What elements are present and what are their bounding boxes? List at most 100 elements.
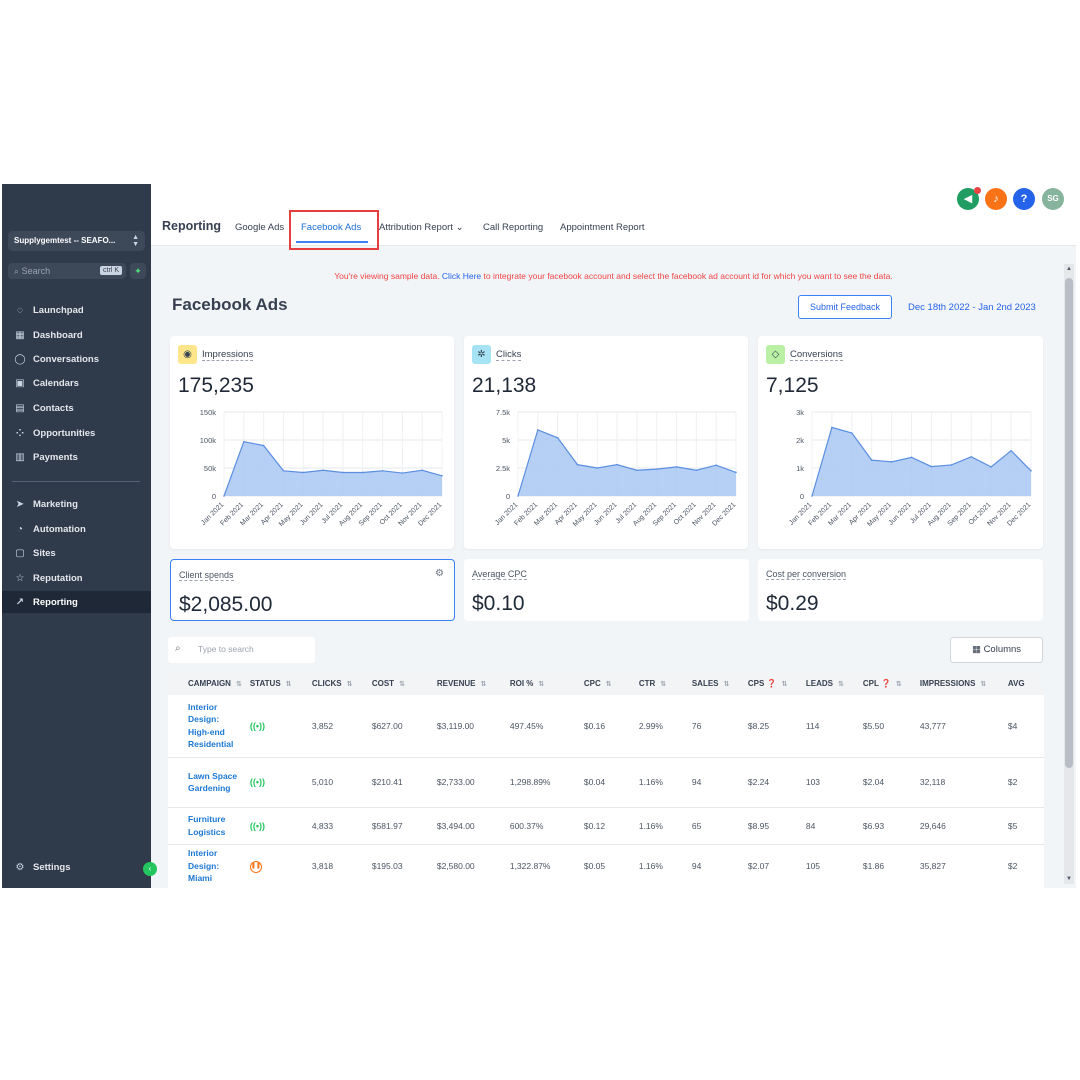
tab-call-reporting[interactable]: Call Reporting [483,222,544,233]
col-ctr[interactable]: CTR ⇅ [634,671,688,695]
tab-facebook-ads[interactable]: Facebook Ads [301,222,362,233]
contacts-icon: ▤ [15,402,25,414]
cell-cost: $210.41 [367,757,433,808]
header-label: COST [371,678,395,688]
top-bar: Reporting Google Ads Facebook Ads Attrib… [151,184,1076,250]
quick-action-button[interactable]: ✦ [130,263,146,279]
date-range-picker[interactable]: Dec 18th 2022 - Jan 2nd 2023 [908,302,1036,313]
tab-attribution-report[interactable]: Attribution Report ⌄ [379,222,464,233]
data-point [910,456,913,459]
col-cost[interactable]: COST ⇅ [367,671,433,695]
sidebar-item-sites[interactable]: ▢ Sites [2,542,151,564]
scrollbar-thumb[interactable] [1065,278,1073,768]
client-spends-card[interactable]: Client spends ⚙ $2,085.00 [170,559,455,621]
sidebar-item-marketing[interactable]: ➤ Marketing [2,493,151,515]
sidebar-item-reporting[interactable]: ↗ Reporting [2,591,151,613]
bell-icon[interactable]: ♪ [985,188,1007,210]
scroll-down-icon[interactable]: ▼ [1066,876,1072,882]
y-tick-label: 7.5k [496,408,510,417]
data-point [1010,449,1012,452]
campaign-link[interactable]: Interior Design: Miami [168,844,246,888]
impressions-label: Impressions [202,348,254,361]
help-icon[interactable]: ? [1013,188,1035,210]
sidebar-search[interactable]: ⌕ Search ctrl K [8,263,126,279]
col-campaign[interactable]: CAMPAIGN ⇅ [168,671,246,695]
campaign-link[interactable]: Interior Design: High-end Residential [168,695,246,758]
gear-icon[interactable]: ⚙ [435,568,444,579]
table-search-input[interactable]: ⌕ Type to search [168,637,315,663]
col-avg[interactable]: AVG [1003,671,1044,695]
col-clicks[interactable]: CLICKS ⇅ [307,671,368,695]
sidebar-item-label: Dashboard [33,329,83,341]
col-cpc[interactable]: CPC ⇅ [579,671,635,695]
data-point [890,461,893,463]
cost-per-conversion-label: Cost per conversion [766,569,847,580]
columns-button[interactable]: ▦ Columns [950,637,1043,663]
trend-icon: ↗ [15,596,25,608]
sidebar-item-conversations[interactable]: ◯ Conversations [2,348,151,370]
cell-impressions: 35,827 [915,844,1004,888]
col-roi[interactable]: ROI % ⇅ [505,671,580,695]
data-point [421,469,423,472]
cell-clicks: 4,833 [307,807,368,845]
col-cpl[interactable]: CPL ❓ ⇅ [858,671,916,695]
table-search-placeholder: Type to search [198,644,254,654]
status-cell: ((•)) [245,757,308,808]
cell-cost: $627.00 [367,695,433,758]
page-scrollbar[interactable]: ▲ ▼ [1064,264,1074,884]
col-status[interactable]: STATUS ⇅ [245,671,308,695]
y-tick-label: 0 [212,492,216,501]
tab-label: Attribution Report [379,222,453,233]
submit-feedback-button[interactable]: Submit Feedback [798,295,892,319]
campaign-link[interactable]: Lawn Space Gardening [168,757,246,808]
data-point [831,426,833,429]
sidebar-item-launchpad[interactable]: ◌ Launchpad [2,299,151,321]
sidebar-item-calendars[interactable]: ▣ Calendars [2,372,151,394]
cell-impressions: 43,777 [915,695,1004,758]
col-cps[interactable]: CPS ❓ ⇅ [743,671,802,695]
campaign-link[interactable]: Furniture Logistics [168,807,246,845]
automation-icon: ◔ [16,523,24,535]
tab-appointment-report[interactable]: Appointment Report [560,222,645,233]
col-revenue[interactable]: REVENUE ⇅ [432,671,506,695]
sidebar-item-dashboard[interactable]: ▦ Dashboard [2,324,151,346]
notice-link[interactable]: Click Here [441,271,482,281]
y-tick-label: 0 [800,492,804,501]
y-tick-label: 2.5k [496,464,510,473]
cell-ctr: 1.16% [634,844,688,888]
sidebar-item-opportunities[interactable]: ⁘ Opportunities [2,422,151,444]
search-icon: ⌕ [175,643,181,654]
sort-icon: ⇅ [781,680,788,688]
app-window: Supplygemtest -- SEAFO... ▲ ▼ ⌕ Search ct… [2,184,1076,888]
cell-clicks: 3,818 [307,844,368,888]
sidebar-item-settings[interactable]: ⚙ Settings [2,856,151,878]
status-active-icon: ((•)) [249,820,265,831]
megaphone-icon[interactable]: ◀ [957,188,979,210]
eye-icon: ◉ [178,345,197,364]
sort-icon: ⇅ [285,680,292,688]
col-sales[interactable]: SALES ⇅ [687,671,744,695]
col-leads[interactable]: LEADS ⇅ [801,671,859,695]
cursor-click-icon: ✲ [472,345,491,364]
cell-avg: $5 [1003,807,1044,845]
cell-cpl: $5.50 [858,695,916,758]
sidebar-item-automation[interactable]: ◔ Automation [2,518,151,540]
series-area [224,441,442,496]
info-icon: ❓ [880,678,891,688]
sidebar-item-contacts[interactable]: ▤ Contacts [2,397,151,419]
data-point [930,465,933,468]
col-impressions[interactable]: IMPRESSIONS ⇅ [915,671,1004,695]
star-icon: ☆ [15,572,25,584]
scroll-up-icon[interactable]: ▲ [1066,266,1072,272]
collapse-sidebar-button[interactable]: ‹ [143,862,157,876]
sidebar-item-reputation[interactable]: ☆ Reputation [2,567,151,589]
header-label: CTR [638,678,656,688]
header-label: CAMPAIGN [188,678,231,688]
data-point [243,440,245,443]
account-switcher[interactable]: Supplygemtest -- SEAFO... ▲ ▼ [8,231,145,251]
tab-google-ads[interactable]: Google Ads [235,222,285,233]
data-point [950,464,953,466]
sort-icon: ⇅ [346,680,353,688]
sidebar-item-payments[interactable]: ▥ Payments [2,446,151,468]
avatar[interactable]: SG [1042,188,1064,210]
